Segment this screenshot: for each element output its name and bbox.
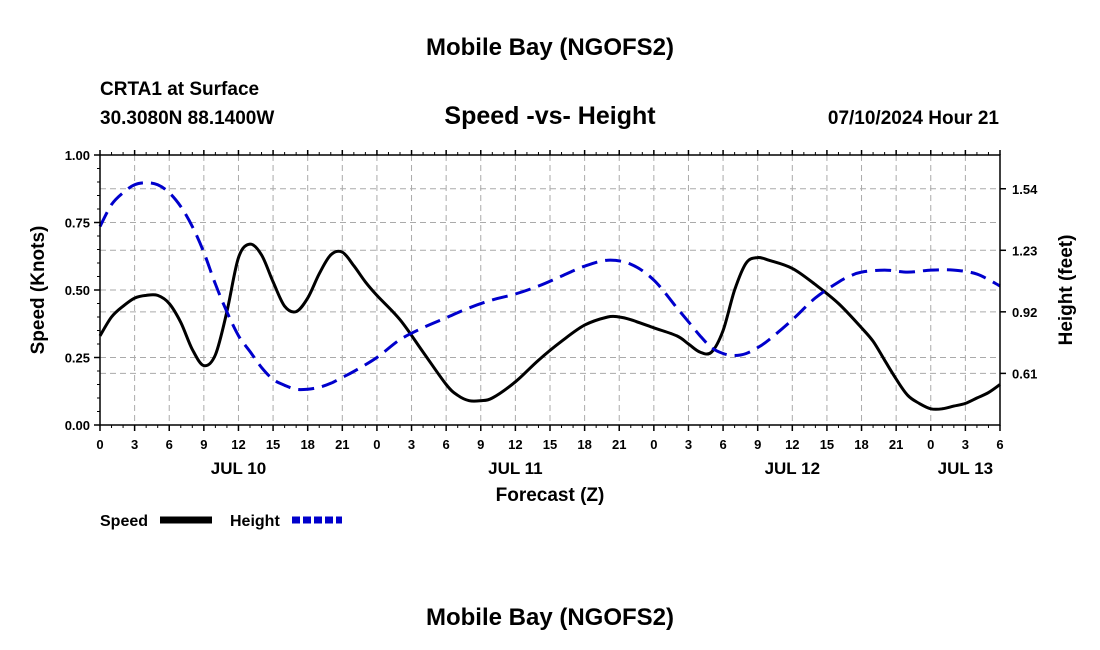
x-tick-label: 6 bbox=[166, 437, 173, 452]
x-tick-label: 18 bbox=[577, 437, 591, 452]
x-tick-label: 3 bbox=[408, 437, 415, 452]
x-date-label: JUL 11 bbox=[488, 459, 543, 478]
x-tick-label: 3 bbox=[131, 437, 138, 452]
forecast-datetime: 07/10/2024 Hour 21 bbox=[828, 108, 1000, 129]
y-tick-label: 0.75 bbox=[65, 216, 90, 231]
grid bbox=[100, 155, 1000, 425]
x-tick-label: 3 bbox=[685, 437, 692, 452]
y2-tick-label: 1.23 bbox=[1012, 243, 1037, 258]
x-tick-label: 9 bbox=[754, 437, 761, 452]
y2-axis-label: Height (feet) bbox=[1056, 235, 1077, 346]
x-tick-label: 21 bbox=[335, 437, 349, 452]
x-tick-label: 0 bbox=[650, 437, 657, 452]
x-tick-label: 6 bbox=[443, 437, 450, 452]
y-tick-label: 0.50 bbox=[65, 283, 90, 298]
x-tick-label: 3 bbox=[962, 437, 969, 452]
x-tick-label: 6 bbox=[996, 437, 1003, 452]
y2-tick-label: 1.54 bbox=[1012, 182, 1038, 197]
legend-height-label: Height bbox=[230, 513, 280, 530]
x-date-label: JUL 10 bbox=[211, 459, 266, 478]
y2-tick-label: 0.61 bbox=[1012, 366, 1037, 381]
footer-title: Mobile Bay (NGOFS2) bbox=[426, 604, 674, 631]
x-tick-label: 18 bbox=[300, 437, 314, 452]
x-tick-label: 0 bbox=[96, 437, 103, 452]
x-tick-label: 15 bbox=[820, 437, 834, 452]
x-axis-label: Forecast (Z) bbox=[496, 485, 605, 506]
y-tick-label: 1.00 bbox=[65, 148, 90, 163]
x-tick-label: 12 bbox=[231, 437, 245, 452]
x-date-label: JUL 13 bbox=[938, 459, 993, 478]
station-coords: 30.3080N 88.1400W bbox=[100, 108, 274, 129]
y-axis-label: Speed (Knots) bbox=[28, 226, 49, 355]
x-date-label: JUL 12 bbox=[765, 459, 820, 478]
y-tick-label: 0.25 bbox=[65, 351, 90, 366]
x-tick-label: 0 bbox=[373, 437, 380, 452]
axes: 0 3 6 9 12 15 18 21 0 3 6 9 12 15 18 21 0 3 6 9 12 15 18 21 0 3 6J… bbox=[65, 148, 1038, 478]
series-layer bbox=[98, 181, 1001, 411]
x-tick-label: 0 bbox=[927, 437, 934, 452]
x-tick-label: 6 bbox=[719, 437, 726, 452]
x-tick-label: 9 bbox=[200, 437, 207, 452]
x-tick-label: 9 bbox=[477, 437, 484, 452]
x-tick-label: 12 bbox=[508, 437, 522, 452]
chart-title: Mobile Bay (NGOFS2) bbox=[426, 34, 674, 61]
station-label: CRTA1 at Surface bbox=[100, 79, 259, 100]
y2-tick-label: 0.92 bbox=[1012, 305, 1037, 320]
x-tick-label: 18 bbox=[854, 437, 868, 452]
legend-speed-label: Speed bbox=[100, 513, 148, 530]
chart-subtitle: Speed -vs- Height bbox=[444, 102, 656, 130]
x-tick-label: 21 bbox=[889, 437, 903, 452]
x-tick-label: 15 bbox=[543, 437, 557, 452]
x-tick-label: 12 bbox=[785, 437, 799, 452]
height-series-line bbox=[98, 181, 1001, 392]
legend: Speed Height bbox=[100, 513, 342, 530]
speed-series-line bbox=[98, 242, 1001, 411]
x-tick-label: 21 bbox=[612, 437, 626, 452]
x-tick-label: 15 bbox=[266, 437, 280, 452]
y-tick-label: 0.00 bbox=[65, 418, 90, 433]
